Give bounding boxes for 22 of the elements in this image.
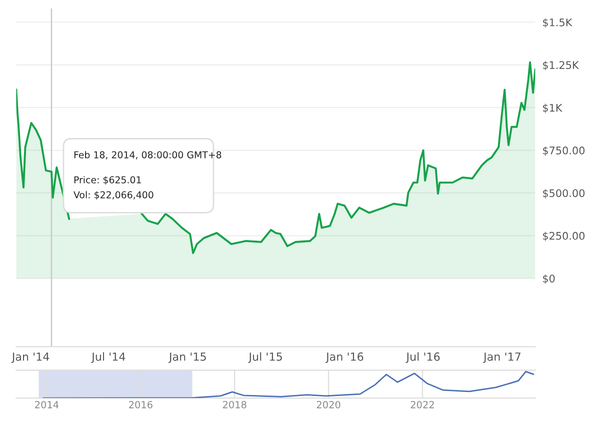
y-tick-label: $1K xyxy=(543,104,562,114)
annotation: Vol: $22,066,400 xyxy=(74,191,154,200)
y-tick-label: $250.00 xyxy=(543,232,585,242)
y-tick-label: $0 xyxy=(543,274,555,284)
x-tick-label: Jan '14 xyxy=(11,352,50,363)
y-tick-label: $750.00 xyxy=(543,146,585,156)
x-tick-label: Jan '15 xyxy=(168,352,206,363)
y-tick-label: $500.00 xyxy=(543,189,585,198)
y-tick-label: $1.5K xyxy=(543,18,572,28)
x-tick-label: Jul '16 xyxy=(406,352,440,363)
x-tick-label: 2016 xyxy=(129,400,152,408)
x-tick-label: 2018 xyxy=(222,400,246,408)
annotation: Feb 18, 2014, 08:00:00 GMT+8 xyxy=(74,151,222,160)
x-tick-label: 2022 xyxy=(410,400,434,408)
x-tick-label: Jan '16 xyxy=(325,352,364,363)
x-tick-label: Jul '15 xyxy=(248,352,282,363)
x-tick-label: 2014 xyxy=(35,400,59,408)
x-tick-label: Jul '14 xyxy=(91,352,126,363)
annotation: Price: $625.01 xyxy=(74,176,141,185)
x-tick-label: 2020 xyxy=(316,400,340,408)
x-tick-label: Jan '17 xyxy=(482,352,520,363)
y-tick-label: $1.25K xyxy=(543,60,580,70)
